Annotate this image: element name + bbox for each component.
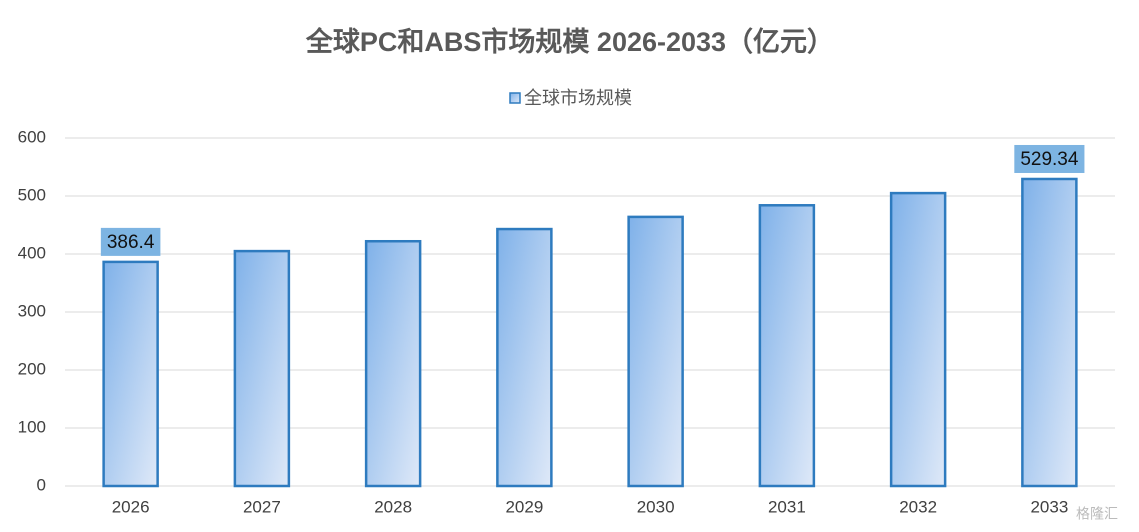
y-tick-label: 0 <box>37 475 46 494</box>
y-tick-label: 200 <box>18 359 46 378</box>
x-tick-label: 2028 <box>374 497 412 516</box>
data-label: 386.4 <box>107 232 155 253</box>
bar <box>889 191 947 488</box>
x-tick-label: 2030 <box>637 497 675 516</box>
y-tick-label: 100 <box>18 417 46 436</box>
data-label-box <box>100 227 161 256</box>
bar <box>496 227 553 488</box>
bar <box>758 204 816 488</box>
y-tick-label: 600 <box>18 127 46 146</box>
x-tick-label: 2029 <box>505 497 543 516</box>
legend-label[interactable]: 全球市场规模 <box>524 88 632 108</box>
legend-swatch[interactable] <box>509 92 521 104</box>
watermark: 格隆汇 <box>1076 506 1118 522</box>
y-tick-label: 500 <box>18 185 46 204</box>
bar <box>102 260 159 488</box>
x-tick-label: 2031 <box>768 497 806 516</box>
x-tick-label: 2027 <box>243 497 281 516</box>
x-tick-label: 2026 <box>112 497 150 516</box>
y-tick-label: 400 <box>18 243 46 262</box>
y-tick-label: 300 <box>18 301 46 320</box>
bar <box>627 215 684 488</box>
bar <box>364 239 422 488</box>
bar <box>1021 177 1078 488</box>
bar <box>233 249 291 488</box>
chart-title: 全球PC和ABS市场规模 2026-2033（亿元） <box>305 26 834 57</box>
data-label: 529.34 <box>1020 149 1079 170</box>
data-label-box <box>1014 144 1085 173</box>
x-tick-label: 2033 <box>1030 497 1068 516</box>
x-tick-label: 2032 <box>899 497 937 516</box>
